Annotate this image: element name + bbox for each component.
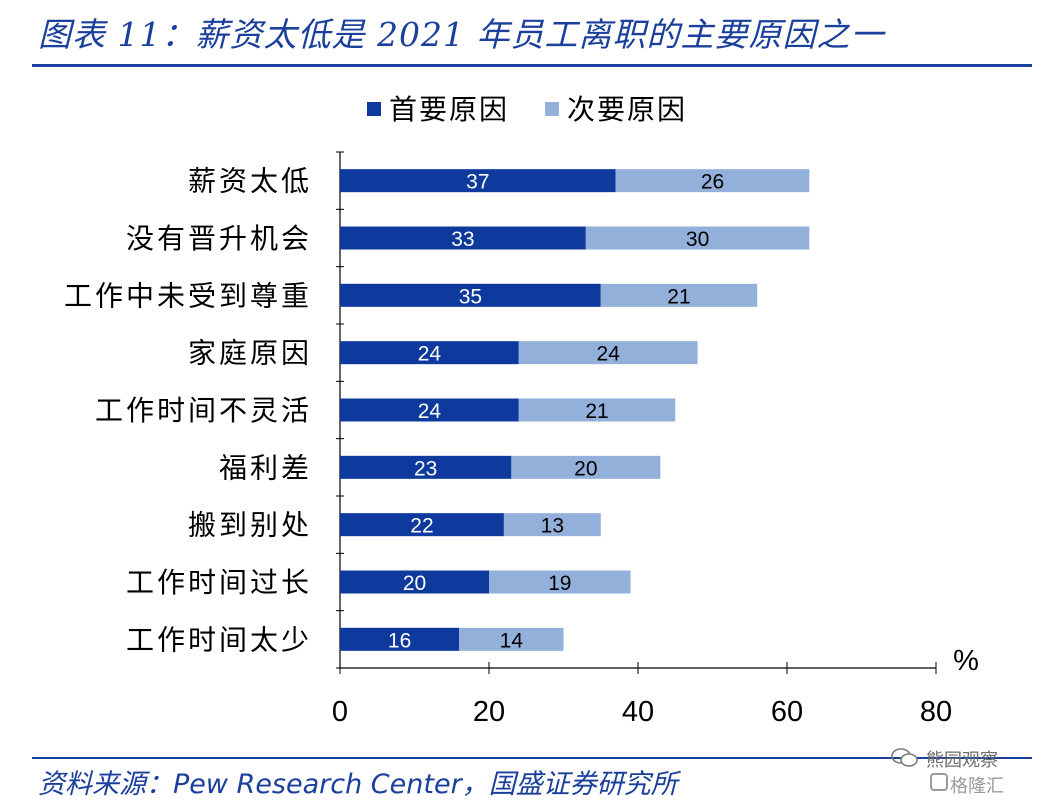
secondary-value-label: 19 — [548, 572, 571, 595]
gelonghui-logo-icon — [930, 773, 948, 791]
primary-reason-bar — [340, 226, 586, 250]
primary-reason-bar — [340, 455, 512, 479]
primary-value-label: 33 — [451, 228, 474, 251]
title-rule — [32, 64, 1032, 67]
secondary-reason-bar — [489, 570, 631, 594]
x-tick-label: 0 — [332, 696, 348, 728]
source-note: 资料来源：Pew Research Center，国盛证券研究所 — [38, 769, 678, 800]
primary-value-label: 16 — [388, 629, 411, 652]
primary-reason-bar — [340, 341, 519, 365]
primary-value-label: 24 — [418, 400, 442, 423]
x-tick-label: 40 — [622, 696, 654, 728]
legend-label-primary: 首要原因 — [389, 93, 509, 126]
x-unit-label: % — [953, 645, 979, 677]
x-tick-label: 60 — [771, 696, 803, 728]
primary-reason-bar — [340, 627, 460, 651]
legend-swatch-secondary — [545, 102, 559, 116]
watermark-account: 熊园观察 — [926, 750, 998, 771]
secondary-value-label: 24 — [597, 343, 621, 366]
secondary-reason-bar — [503, 513, 601, 537]
primary-reason-bar — [340, 283, 601, 307]
watermark: 熊园观察 格隆汇 — [886, 742, 1036, 800]
watermark-brand: 格隆汇 — [950, 776, 1004, 797]
wechat-icon — [891, 748, 918, 767]
secondary-reason-bar — [600, 283, 758, 307]
primary-value-label: 35 — [459, 285, 482, 308]
secondary-value-label: 21 — [667, 285, 690, 308]
secondary-value-label: 20 — [574, 457, 597, 480]
secondary-reason-bar — [615, 169, 810, 193]
secondary-reason-bar — [518, 398, 676, 422]
category-label: 工作中未受到尊重 — [64, 279, 312, 312]
primary-reason-bar — [340, 513, 504, 537]
category-label: 薪资太低 — [188, 165, 312, 198]
secondary-value-label: 13 — [541, 515, 564, 538]
secondary-reason-bar — [511, 455, 661, 479]
primary-value-label: 22 — [410, 515, 433, 538]
legend-label-secondary: 次要原因 — [567, 93, 687, 126]
figure-title: 图表 11：薪资太低是 2021 年员工离职的主要原因之一 — [38, 15, 885, 54]
legend-swatch-primary — [367, 102, 381, 116]
x-tick-label: 80 — [920, 696, 952, 728]
primary-value-label: 23 — [414, 457, 437, 480]
primary-value-label: 37 — [466, 171, 489, 194]
secondary-value-label: 14 — [500, 629, 524, 652]
category-label: 没有晋升机会 — [126, 222, 312, 255]
category-label: 工作时间太少 — [126, 623, 312, 656]
source-rule — [32, 757, 1032, 759]
primary-value-label: 20 — [403, 572, 426, 595]
secondary-reason-bar — [585, 226, 810, 250]
category-label: 工作时间过长 — [126, 566, 312, 599]
secondary-value-label: 21 — [585, 400, 608, 423]
secondary-value-label: 30 — [686, 228, 709, 251]
secondary-reason-bar — [518, 341, 698, 365]
category-label: 家庭原因 — [188, 337, 312, 370]
secondary-reason-bar — [459, 627, 564, 651]
category-label: 搬到别处 — [188, 509, 312, 542]
secondary-value-label: 26 — [701, 171, 724, 194]
primary-reason-bar — [340, 398, 519, 422]
stacked-bar-chart: 0 20 40 60 80% 薪资太低 37 26 没有晋升机会 33 30 工作中未受到尊重 35 21… — [64, 93, 979, 728]
primary-value-label: 24 — [418, 343, 442, 366]
x-tick-label: 20 — [473, 696, 505, 728]
category-label: 福利差 — [219, 451, 312, 484]
primary-reason-bar — [340, 570, 489, 594]
category-label: 工作时间不灵活 — [95, 394, 312, 427]
primary-reason-bar — [340, 169, 616, 193]
